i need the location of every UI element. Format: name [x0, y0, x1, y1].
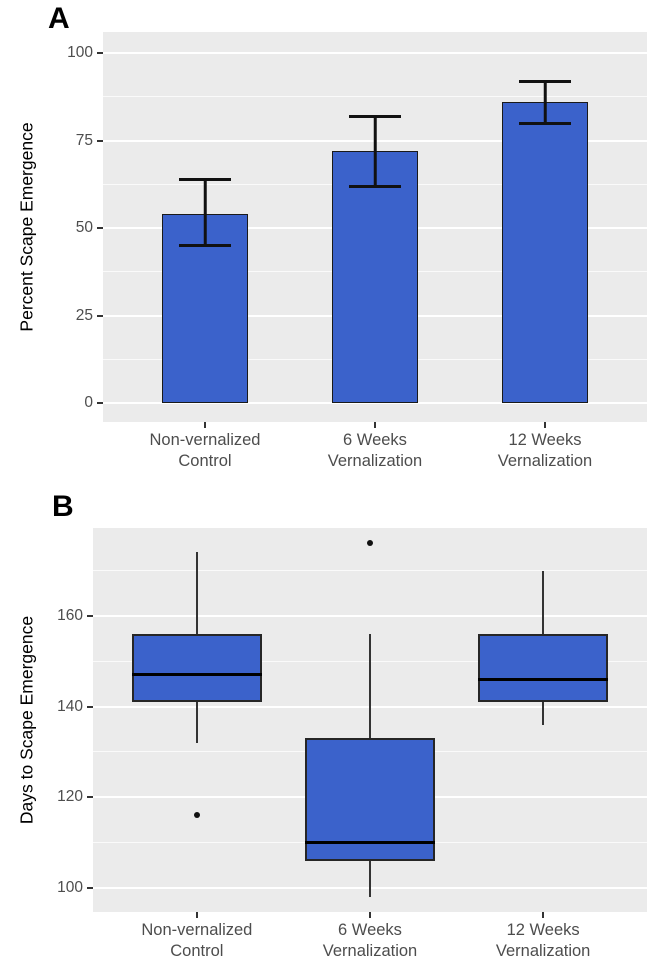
- error-bar-line: [203, 179, 207, 246]
- error-bar-cap-bottom: [349, 184, 401, 188]
- error-bar-cap-bottom: [519, 121, 571, 125]
- x-category-label: 12 Weeks Vernalization: [497, 431, 593, 470]
- median-line: [305, 841, 435, 845]
- y-tick-mark: [97, 314, 103, 317]
- y-tick-label: 100: [57, 878, 83, 896]
- median-line: [131, 673, 262, 677]
- box: [131, 634, 262, 703]
- panel-b-y-axis-title: Days to Scape Emergence: [16, 615, 37, 825]
- y-tick-mark: [87, 705, 93, 708]
- error-bar-line: [543, 81, 547, 123]
- panel-a-letter: A: [48, 2, 70, 35]
- gridline-minor: [103, 96, 647, 98]
- y-tick-label: 100: [67, 44, 93, 61]
- y-tick-label: 75: [75, 131, 93, 149]
- panel-b-letter: B: [52, 490, 74, 523]
- error-bar-cap-top: [349, 114, 401, 118]
- x-tick-mark: [195, 912, 198, 918]
- x-category-label: 12 Weeks Vernalization: [495, 921, 591, 960]
- y-tick-mark: [97, 402, 103, 405]
- error-bar-cap-top: [179, 177, 231, 181]
- x-tick-mark: [369, 912, 371, 918]
- y-tick-mark: [87, 886, 93, 889]
- y-tick-label: 140: [57, 697, 83, 715]
- panel-b-plot-area: [93, 528, 647, 912]
- error-bar-cap-bottom: [179, 244, 231, 248]
- y-tick-mark: [97, 52, 103, 54]
- gridline-major: [103, 52, 647, 54]
- panel-a-y-axis-title: Percent Scape Emergence: [16, 122, 37, 332]
- x-tick-mark: [544, 422, 546, 428]
- error-bar-cap-top: [519, 79, 571, 83]
- y-tick-label: 50: [75, 219, 93, 237]
- y-tick-mark: [97, 227, 103, 230]
- y-tick-label: 0: [84, 394, 93, 412]
- y-tick-mark: [87, 614, 93, 617]
- y-tick-label: 160: [57, 606, 83, 624]
- median-line: [478, 677, 609, 681]
- outlier-point: [367, 540, 373, 547]
- error-bar-line: [373, 116, 377, 187]
- x-category-label: Non-vernalized Control: [141, 921, 253, 960]
- outlier-point: [193, 812, 200, 819]
- box: [478, 634, 609, 703]
- y-tick-label: 25: [75, 306, 93, 324]
- x-tick-mark: [204, 422, 206, 428]
- gridline-major: [103, 402, 647, 405]
- box: [305, 738, 435, 861]
- panel-a-plot-area: [103, 32, 647, 422]
- y-tick-label: 120: [57, 788, 83, 806]
- gridline-major: [93, 614, 647, 617]
- bar: [332, 151, 418, 404]
- x-tick-mark: [542, 912, 545, 918]
- y-tick-mark: [97, 139, 103, 142]
- x-tick-mark: [374, 422, 376, 428]
- bar: [502, 102, 588, 404]
- x-category-label: 6 Weeks Vernalization: [327, 431, 423, 470]
- x-category-label: 6 Weeks Vernalization: [322, 921, 418, 960]
- x-category-label: Non-vernalized Control: [149, 431, 261, 470]
- y-tick-mark: [87, 796, 93, 799]
- gridline-minor: [93, 570, 647, 572]
